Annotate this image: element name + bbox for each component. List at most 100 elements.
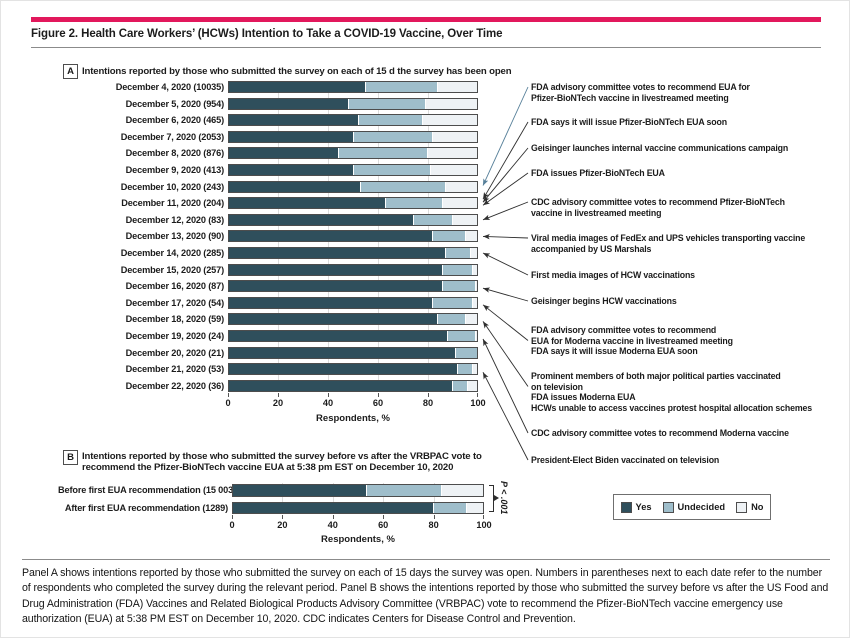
axis-tick-label: 20 bbox=[277, 520, 288, 530]
axis-tick-label: 100 bbox=[476, 520, 492, 530]
segment-undecided bbox=[353, 165, 430, 175]
annotation-0: FDA advisory committee votes to recommen… bbox=[531, 82, 750, 103]
stacked-bar bbox=[228, 379, 478, 392]
segment-no bbox=[469, 248, 477, 258]
segment-yes bbox=[229, 264, 443, 275]
legend-swatch-undecided bbox=[662, 501, 674, 513]
bar-label: December 5, 2020 (954) bbox=[125, 98, 224, 109]
connector-line-4 bbox=[482, 201, 529, 221]
axis-tick-label: 20 bbox=[272, 398, 284, 408]
panel-b-header-line2: recommend the Pfizer-BioNTech vaccine EU… bbox=[82, 462, 454, 473]
bar-label: December 6, 2020 (465) bbox=[125, 115, 224, 126]
annotation-line: Geisinger begins HCW vaccinations bbox=[531, 296, 677, 306]
segment-undecided bbox=[353, 131, 433, 142]
segment-undecided bbox=[432, 297, 473, 308]
panel-b-header-line1: Intentions reported by those who submitt… bbox=[82, 451, 482, 462]
segment-undecided bbox=[457, 364, 473, 375]
annotation-10: CDC advisory committee votes to recommen… bbox=[531, 428, 789, 439]
bar-label: December 21, 2020 (53) bbox=[125, 364, 224, 375]
segment-undecided bbox=[357, 115, 423, 126]
stacked-bar bbox=[228, 296, 478, 309]
annotation-line: FDA says it will issue Moderna EUA soon bbox=[531, 346, 698, 356]
bar-label: December 11, 2020 (204) bbox=[121, 198, 224, 209]
panel-a-axis-title: Respondents, % bbox=[316, 413, 390, 424]
figure-caption: Panel A shows intentions reported by tho… bbox=[22, 567, 829, 626]
segment-undecided bbox=[437, 314, 465, 325]
panel-b-axis-title: Respondents, % bbox=[321, 534, 395, 545]
annotation-line: accompanied by US Marshals bbox=[531, 243, 652, 254]
bar-row-a-5: December 9, 2020 (413) bbox=[58, 164, 478, 176]
segment-no bbox=[427, 148, 477, 159]
p-value-bracket-tick-top bbox=[489, 485, 493, 486]
segment-no bbox=[442, 198, 477, 209]
bar-label: December 9, 2020 (413) bbox=[125, 165, 224, 175]
annotation-4: CDC advisory committee votes to recommen… bbox=[531, 197, 785, 218]
axis-tick bbox=[428, 393, 429, 397]
segment-no bbox=[424, 98, 477, 109]
segment-undecided bbox=[447, 331, 475, 341]
stacked-bar bbox=[228, 346, 478, 359]
bar-label: December 19, 2020 (24) bbox=[125, 331, 224, 341]
connector-line-6 bbox=[482, 252, 529, 276]
segment-undecided bbox=[452, 380, 468, 391]
footer-divider bbox=[22, 559, 830, 560]
segment-no bbox=[432, 131, 477, 142]
panel-a-header: Intentions reported by those who submitt… bbox=[82, 66, 512, 77]
segment-no bbox=[440, 485, 483, 496]
axis-tick bbox=[483, 515, 484, 519]
bar-row-a-12: December 16, 2020 (87) bbox=[58, 280, 478, 293]
bar-row-a-9: December 13, 2020 (90) bbox=[58, 230, 478, 243]
segment-no bbox=[464, 231, 477, 242]
legend-item-yes: Yes bbox=[620, 501, 652, 513]
bar-row-a-0: December 4, 2020 (10035) bbox=[58, 81, 478, 93]
axis-tick bbox=[383, 515, 385, 519]
annotation-2: Geisinger launches internal vaccine comm… bbox=[531, 143, 788, 154]
segment-no bbox=[472, 297, 477, 308]
bar-row-a-13: December 17, 2020 (54) bbox=[58, 296, 478, 309]
bar-row-a-10: December 14, 2020 (285) bbox=[58, 247, 478, 259]
bar-label: December 4, 2020 (10035) bbox=[115, 82, 224, 92]
axis-tick bbox=[282, 515, 284, 519]
stacked-bar bbox=[228, 97, 478, 110]
segment-undecided bbox=[365, 485, 441, 496]
bar-label: Before first EUA recommendation (15 003) bbox=[58, 485, 236, 496]
segment-no bbox=[465, 502, 483, 513]
segment-undecided bbox=[338, 148, 428, 159]
segment-no bbox=[472, 264, 477, 275]
segment-undecided bbox=[454, 347, 477, 358]
p-value-bracket-tick-bottom bbox=[489, 511, 493, 512]
stacked-bar bbox=[228, 280, 478, 293]
annotation-6: First media images of HCW vaccinations bbox=[531, 270, 695, 281]
annotation-line: FDA advisory committee votes to recommen… bbox=[531, 325, 717, 335]
legend-label-undecided: Undecided bbox=[677, 502, 726, 512]
segment-yes bbox=[229, 281, 443, 292]
axis-tick bbox=[278, 393, 279, 397]
p-value-arrow-icon bbox=[494, 495, 499, 501]
annotation-1: FDA says it will issue Pfizer-BioNTech E… bbox=[531, 117, 727, 128]
bar-row-a-6: December 10, 2020 (243) bbox=[58, 180, 478, 193]
stacked-bar bbox=[228, 230, 478, 243]
segment-undecided bbox=[442, 264, 473, 275]
annotation-line: CDC advisory committee votes to recommen… bbox=[531, 428, 789, 438]
figure-title: Figure 2. Health Care Workers’ (HCWs) In… bbox=[31, 28, 503, 40]
axis-tick bbox=[328, 393, 329, 397]
legend-item-no: No bbox=[736, 501, 763, 513]
bar-label: December 16, 2020 (87) bbox=[125, 281, 224, 292]
segment-yes bbox=[229, 380, 453, 391]
annotation-8: FDA advisory committee votes to recommen… bbox=[531, 325, 733, 357]
stacked-bar bbox=[228, 114, 478, 127]
segment-yes bbox=[229, 148, 339, 159]
bar-row-b-0: Before first EUA recommendation (15 003) bbox=[58, 484, 484, 497]
annotation-line: FDA issues Pfizer-BioNTech EUA bbox=[531, 168, 665, 178]
p-value-label: P < .001 bbox=[499, 481, 509, 515]
axis-tick-label: 80 bbox=[422, 398, 434, 408]
stacked-bar bbox=[228, 263, 478, 276]
segment-yes bbox=[229, 198, 386, 209]
panel-a-axis-ticks bbox=[228, 393, 478, 397]
bar-label: After first EUA recommendation (1289) bbox=[64, 502, 228, 513]
stacked-bar bbox=[228, 213, 478, 226]
annotation-3: FDA issues Pfizer-BioNTech EUA bbox=[531, 168, 665, 179]
annotation-11: President-Elect Biden vaccinated on tele… bbox=[531, 455, 719, 466]
panel-b-axis-tick-labels: 0 20 40 60 80 100 bbox=[229, 520, 491, 531]
